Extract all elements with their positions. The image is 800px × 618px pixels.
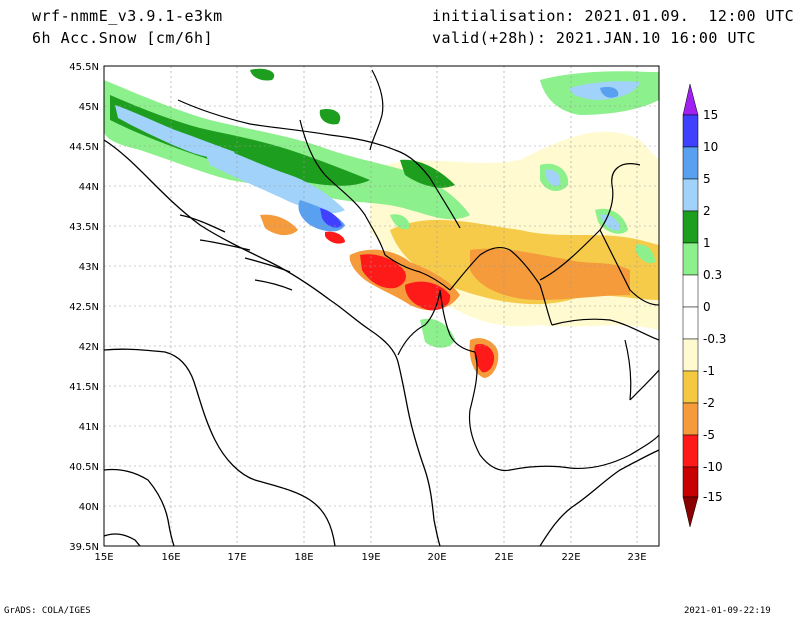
lat-axis: 45.5N 45N 44.5N 44N 43.5N 43N 42.5N 42N … [69,62,99,553]
lon-label: 23E [627,552,646,563]
colorbar-label: 0.3 [703,268,722,282]
country-borders [177,69,659,472]
lat-label: 44.5N [69,142,99,153]
colorbar-bottom-arrow [682,496,699,528]
map-frame [103,65,660,547]
lat-label: 40N [79,502,99,513]
colorbar-swatch [682,434,699,468]
lat-label: 42N [79,342,99,353]
colorbar-label: 1 [703,236,711,250]
colorbar-swatch [682,114,699,148]
lat-label: 45N [79,102,99,113]
colorbar-swatch [682,210,699,244]
coastlines [104,139,659,546]
colorbar-label: 2 [703,204,711,218]
colorbar [682,83,699,528]
lon-label: 18E [294,552,313,563]
lat-label: 45.5N [69,62,99,73]
colorbar-swatch [682,306,699,340]
model-title: wrf-nmmE_v3.9.1-e3km [32,7,223,25]
colorbar-swatch [682,338,699,372]
colorbar-swatch [682,466,699,498]
footer-timestamp: 2021-01-09-22:19 [684,606,771,616]
lon-label: 16E [161,552,180,563]
lon-label: 21E [494,552,513,563]
colorbar-swatch [682,242,699,276]
lon-label: 22E [561,552,580,563]
snow-field [104,68,659,378]
colorbar-label: -15 [703,490,723,504]
colorbar-labels: 15 10 5 2 1 0.3 0 -0.3 -1 -2 -5 -10 -15 [703,108,726,504]
colorbar-label: -10 [703,460,723,474]
colorbar-label: -1 [703,364,715,378]
lon-label: 15E [94,552,113,563]
colorbar-label: -5 [703,428,715,442]
colorbar-label: 15 [703,108,718,122]
colorbar-swatch [682,402,699,436]
lat-label: 41N [79,422,99,433]
lon-label: 17E [227,552,246,563]
map-area [104,66,659,546]
colorbar-label: -0.3 [703,332,726,346]
lat-label: 43N [79,262,99,273]
lat-label: 40.5N [69,462,99,473]
colorbar-swatch [682,146,699,180]
colorbar-swatch [682,370,699,404]
lat-label: 43.5N [69,222,99,233]
colorbar-swatch [682,274,699,308]
lat-label: 39.5N [69,542,99,553]
lon-label: 20E [427,552,446,563]
colorbar-label: 10 [703,140,718,154]
footer-credit: GrADS: COLA/IGES [4,606,91,616]
colorbar-label: 5 [703,172,711,186]
lon-axis: 15E 16E 17E 18E 19E 20E 21E 22E 23E [94,552,646,563]
colorbar-label: 0 [703,300,711,314]
colorbar-swatch [682,178,699,212]
colorbar-top-arrow [682,83,699,116]
valid-time: valid(+28h): 2021.JAN.10 16:00 UTC [432,29,757,47]
lon-label: 19E [361,552,380,563]
lat-label: 41.5N [69,382,99,393]
colorbar-label: -2 [703,396,715,410]
lat-label: 44N [79,182,99,193]
field-title: 6h Acc.Snow [cm/6h] [32,29,214,47]
lat-label: 42.5N [69,302,99,313]
init-time: initialisation: 2021.01.09. 12:00 UTC [432,7,795,25]
